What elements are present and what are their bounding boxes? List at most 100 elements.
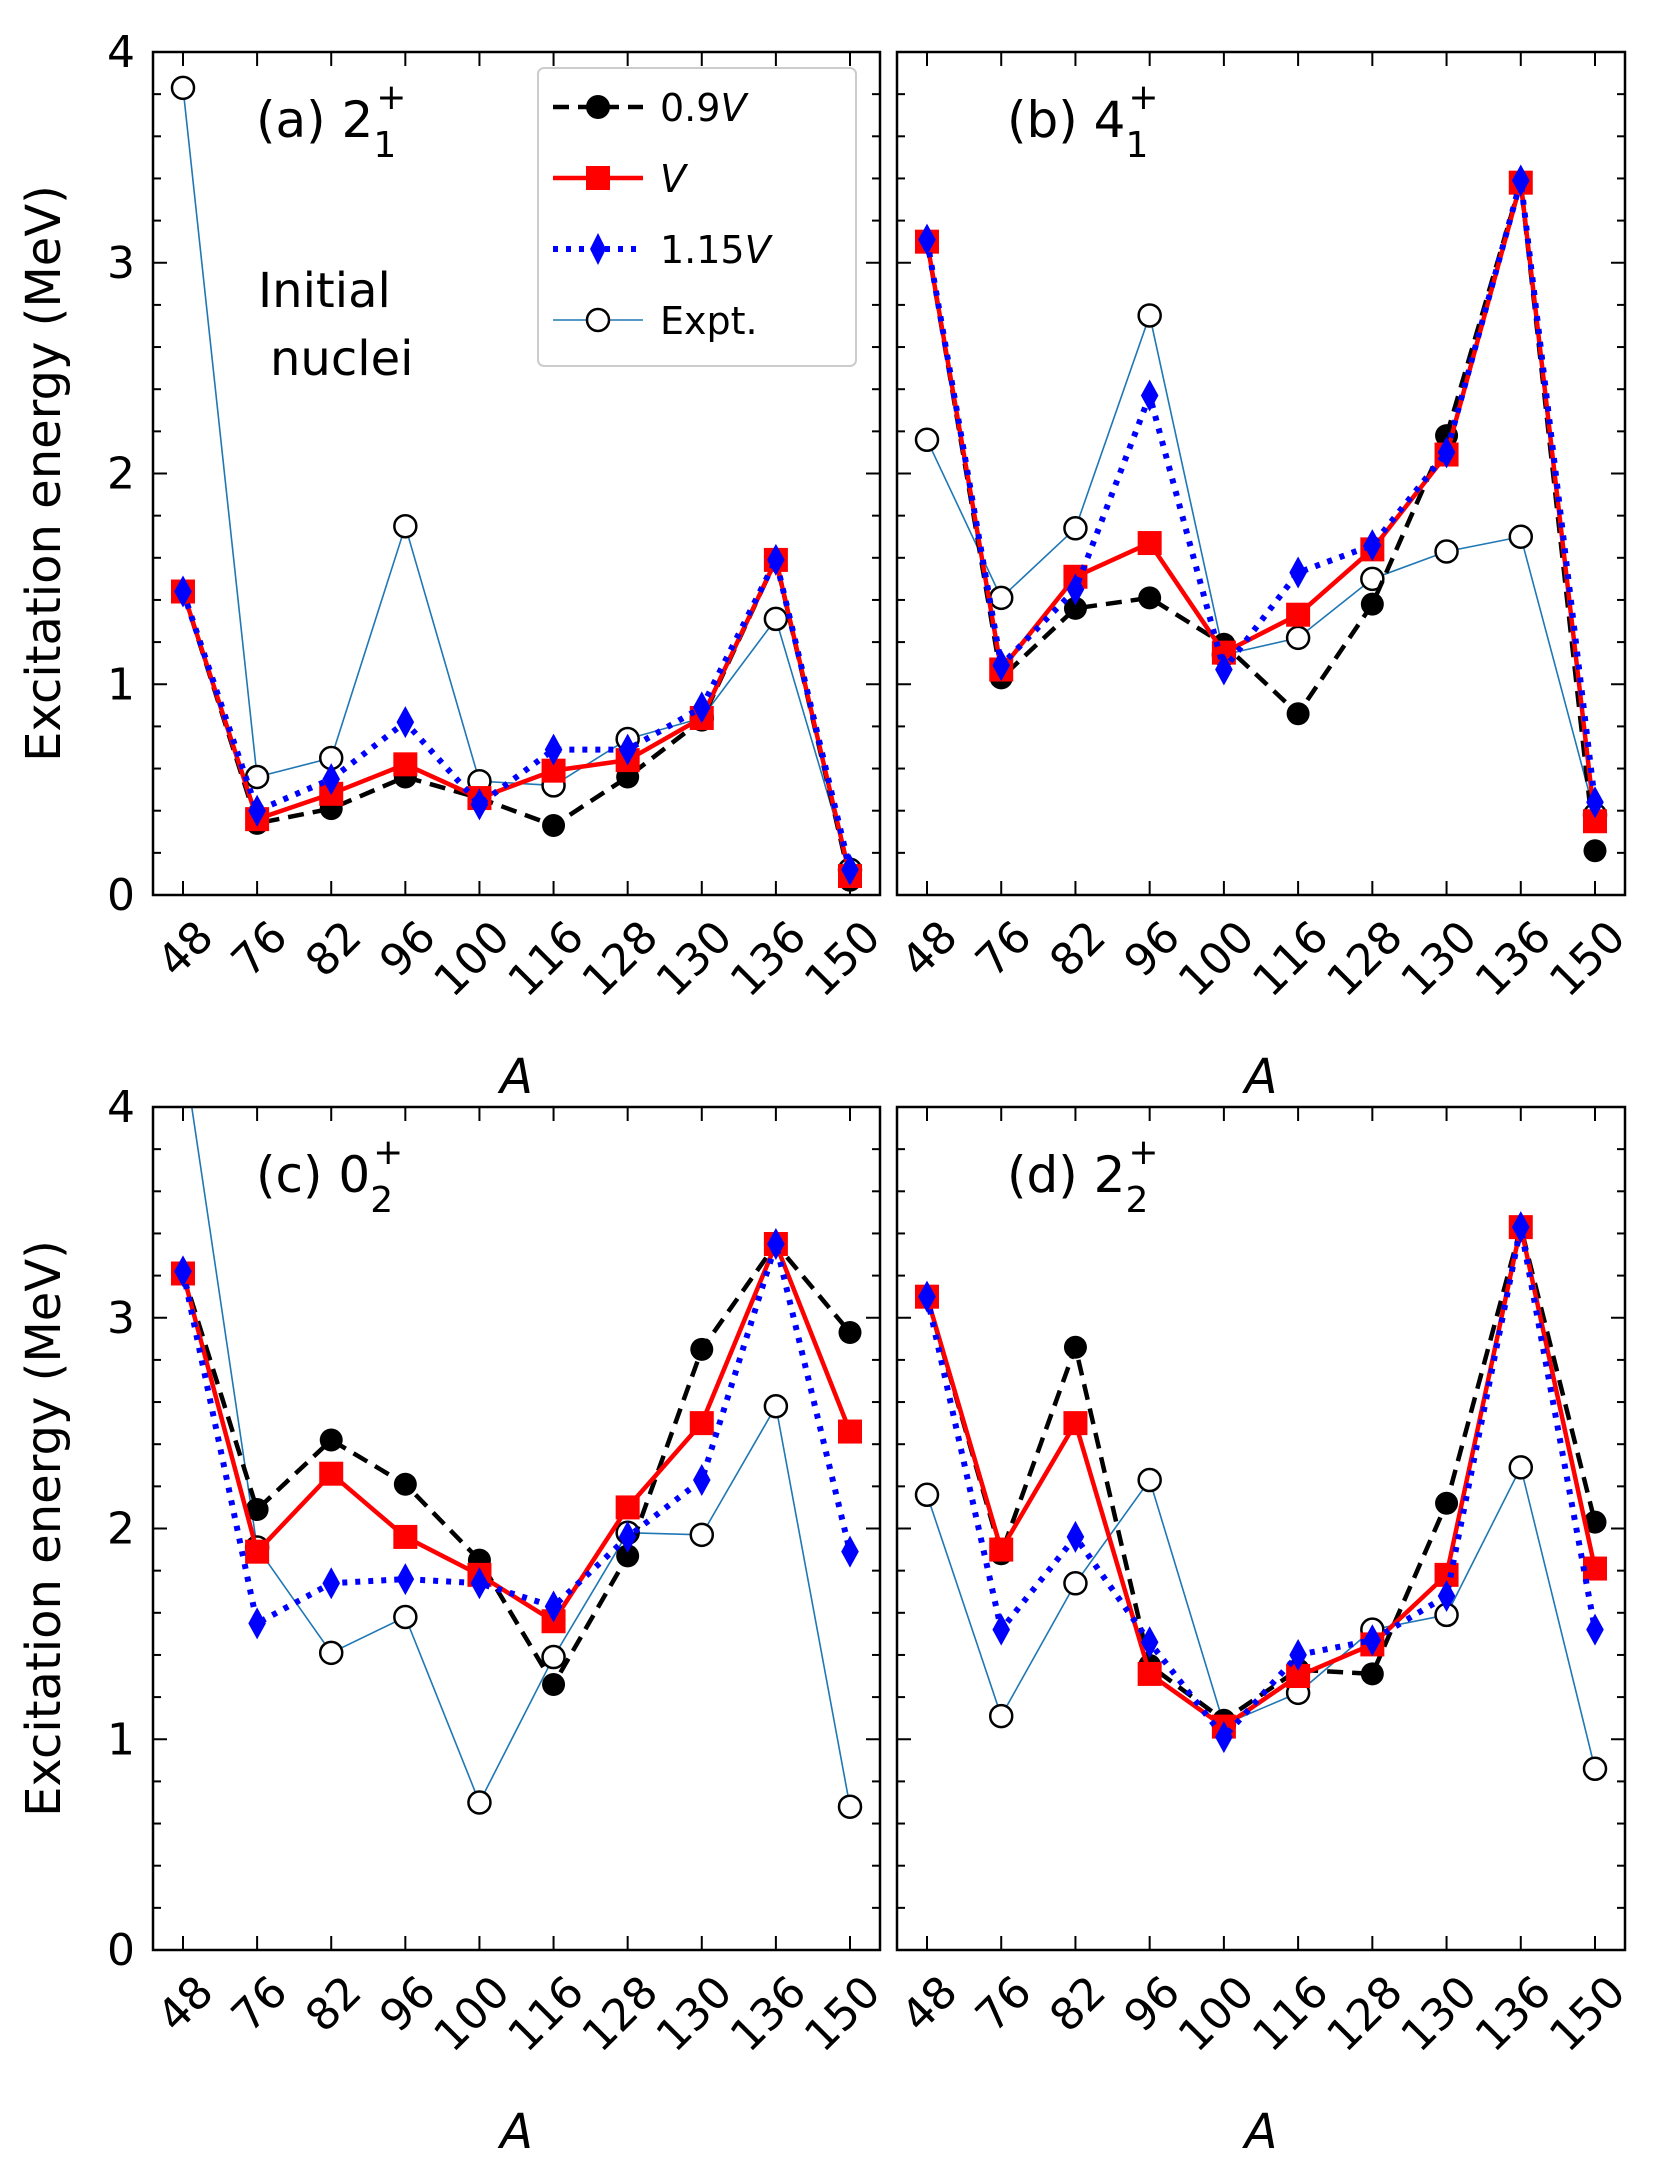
point-expt--130 [689, 1522, 715, 1548]
x-tick-label-130: 130 [1392, 1966, 1487, 2061]
series-v [915, 170, 1607, 834]
series-line-expt- [926, 1466, 1596, 1769]
point-1-15v-100 [470, 1567, 489, 1600]
y-tick-label-3: 3 [107, 238, 135, 289]
point-1-15v-130 [692, 691, 711, 724]
legend-item-0-9v: 0.9V [553, 86, 749, 130]
point-expt--136 [763, 1394, 789, 1419]
point-1-15v-96 [1140, 1626, 1159, 1659]
point-expt--96 [393, 1604, 418, 1630]
point-expt--76 [244, 764, 270, 790]
point-0-9v-128 [1360, 592, 1384, 616]
point-0-9v-128 [1360, 1662, 1384, 1686]
x-tick-label-48: 48 [148, 911, 224, 987]
panel-frame-a [151, 50, 882, 897]
series-expt- [914, 1455, 1608, 1782]
point-0-9v-82 [1063, 596, 1087, 620]
y-tick-label-1: 1 [107, 659, 135, 710]
point-expt--76 [988, 585, 1014, 611]
panel-label-superscript: + [376, 77, 406, 118]
point-1-15v-82 [1066, 1520, 1085, 1553]
point-1-15v-96 [1140, 379, 1159, 412]
point-v-116 [1286, 602, 1311, 627]
point-v-96 [1137, 531, 1162, 556]
point-1-15v-116 [1289, 1638, 1307, 1671]
x-axis-title: A [1242, 2104, 1278, 2160]
plot-area-d [914, 1211, 1608, 1782]
legend-frame [537, 67, 857, 367]
ticks-b [897, 51, 1625, 896]
y-tick-label-1: 1 [107, 1714, 135, 1765]
series-line-v [180, 557, 853, 877]
point-expt--136 [1508, 524, 1534, 549]
series-line-v [180, 1241, 853, 1624]
x-tick-label-150: 150 [795, 1966, 890, 2061]
x-tick-label-130: 130 [1392, 911, 1487, 1006]
point-expt--100 [467, 1790, 492, 1815]
point-v-76 [989, 1537, 1014, 1562]
point-expt--136 [1508, 1455, 1534, 1480]
series-line-v [924, 1224, 1598, 1729]
x-tick-label-116: 116 [1243, 1966, 1338, 2061]
point-1-15v-128 [618, 1520, 637, 1553]
point-1-15v-82 [322, 763, 341, 796]
x-tick-label-82: 82 [296, 911, 372, 987]
y-tick-label-4: 4 [107, 27, 135, 78]
point-1-15v-48 [918, 1280, 936, 1313]
plot-area-b [914, 164, 1608, 863]
series-line-0-9v [924, 1224, 1598, 1723]
point-0-9v-150 [1583, 1510, 1607, 1534]
legend-label-1-15v-italic: V [745, 228, 774, 272]
legend-label-0-9v-italic: V [720, 86, 749, 130]
series-v [171, 547, 862, 889]
panel-label-subscript: 2 [370, 1180, 393, 1221]
series-0-9v [915, 1215, 1607, 1732]
x-tick-label-130: 130 [647, 1966, 742, 2061]
legend-label-1-15v: 1.15 [660, 228, 745, 272]
point-1-15v-150 [841, 853, 859, 886]
point-0-9v-150 [838, 1321, 862, 1345]
x-tick-label-136: 136 [1466, 911, 1561, 1006]
panel-label-text: (c) 0 [256, 1146, 370, 1204]
point-1-15v-136 [1511, 164, 1530, 197]
point-v-128 [615, 1495, 640, 1520]
panel-label-b: (b) 41 + [1007, 77, 1159, 166]
point-1-15v-130 [1437, 436, 1456, 469]
point-1-15v-128 [618, 733, 637, 766]
legend-item-1-15v: 1.15V [553, 228, 774, 272]
point-expt--96 [1137, 1467, 1162, 1493]
point-0-9v-116 [542, 813, 566, 837]
point-1-15v-136 [767, 543, 785, 576]
x-tick-label-100: 100 [424, 911, 519, 1006]
y-tick-label-0: 0 [107, 1925, 135, 1976]
series-line-v [924, 180, 1598, 822]
legend-item-expt: Expt. [553, 299, 758, 343]
point-v-82 [1063, 1411, 1088, 1436]
point-1-15v-100 [1215, 653, 1233, 686]
x-tick-label-82: 82 [296, 1966, 372, 2042]
point-1-15v-48 [174, 1255, 192, 1288]
point-1-15v-76 [248, 794, 266, 827]
point-v-76 [245, 1539, 270, 1564]
x-axis-title: A [497, 2104, 533, 2160]
series-0-9v [171, 1232, 862, 1696]
point-0-9v-82 [319, 1428, 343, 1452]
series-expt- [914, 303, 1608, 828]
svg-text:0.9V: 0.9V [660, 86, 749, 130]
series-line-0-9v [180, 557, 853, 881]
x-tick-label-128: 128 [573, 911, 668, 1006]
point-expt--96 [1137, 303, 1162, 328]
panel-label-subscript: 1 [1125, 125, 1148, 166]
point-0-9v-150 [1583, 839, 1607, 863]
point-expt--116 [541, 1644, 566, 1670]
annotation-line-1: Initial [258, 263, 391, 319]
plot-area-a [170, 75, 863, 892]
x-tick-label-136: 136 [1466, 1966, 1561, 2061]
point-1-15v-100 [1215, 1721, 1233, 1754]
point-1-15v-150 [841, 1535, 859, 1568]
point-0-9v-130 [1435, 1491, 1459, 1515]
svg-text:1.15V: 1.15V [660, 228, 774, 272]
series-0-9v [915, 171, 1607, 863]
point-1-15v-76 [992, 1613, 1011, 1646]
